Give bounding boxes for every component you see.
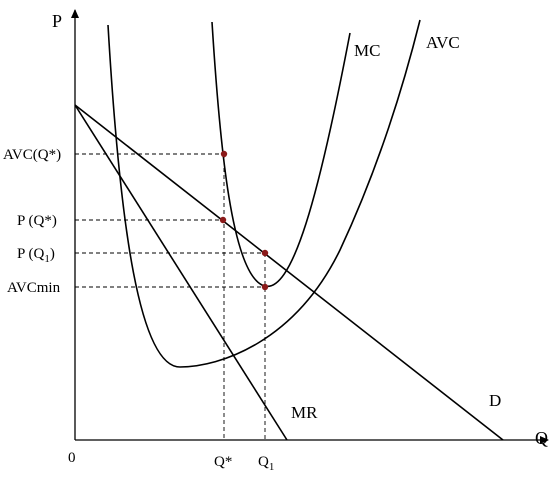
point-avc-min [261,283,269,291]
label-mr: MR [291,403,318,422]
tick-p-q1-sub: 1 [44,253,50,265]
tick-q1: Q1 [258,454,274,473]
tick-p-q1-main: P (Q [17,246,45,262]
tick-p-q1-close: ) [50,246,55,262]
origin-label: 0 [68,450,76,466]
tick-qstar: Q* [214,454,232,470]
tick-p-qstar: P (Q*) [17,213,57,229]
marginal-revenue-curve [74,104,288,441]
point-p-qstar [219,216,227,224]
point-p-q1 [261,249,269,257]
y-axis-label: P [52,11,62,31]
tick-avc-min: AVCmin [7,280,61,296]
tick-avc-qstar: AVC(Q*) [3,147,61,163]
demand-curve [74,104,504,441]
tick-q1-sub: 1 [269,461,275,473]
mc-curve [211,21,351,288]
label-avc: AVC [426,33,460,52]
tick-q1-main: Q [258,454,269,470]
avc-curve [107,19,421,368]
tick-p-q1: P (Q1) [17,246,55,265]
label-d: D [489,391,501,410]
point-avc-qstar [220,150,228,158]
x-axis-label: Q [535,428,548,448]
label-mc: MC [354,41,380,60]
